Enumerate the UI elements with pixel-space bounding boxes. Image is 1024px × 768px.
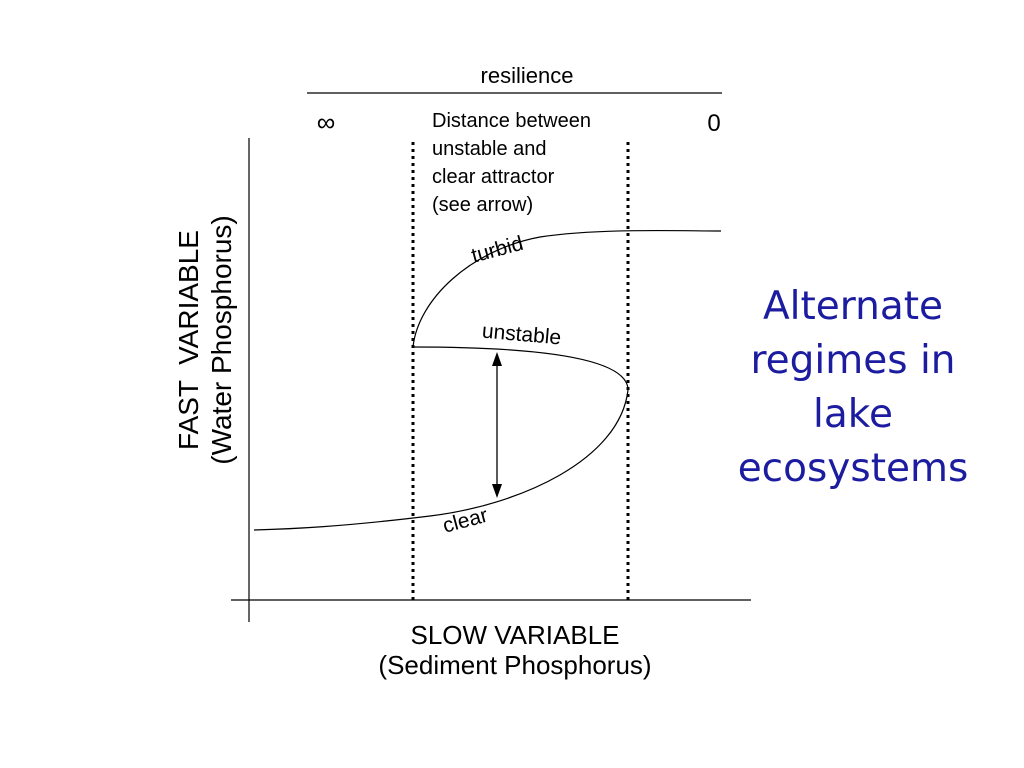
distance-note: Distance between unstable and clear attr…: [432, 110, 591, 216]
x-axis-label: SLOW VARIABLE (Sediment Phosphorus): [230, 620, 800, 680]
y-axis-label-line2: (Water Phosphorus): [206, 215, 237, 465]
x-axis-label-line1: SLOW VARIABLE: [410, 620, 620, 650]
turbid-curve: [412, 229, 722, 348]
resilience-label: resilience: [481, 63, 574, 88]
y-axis-label: FAST VARIABLE (Water Phosphorus): [172, 215, 238, 465]
clear-curve: [253, 389, 629, 531]
x-axis-label-line2: (Sediment Phosphorus): [378, 650, 652, 680]
clear-label: clear: [440, 504, 490, 538]
unstable-curve: [412, 346, 629, 391]
side-title: Alternate regimes in lake ecosystems: [737, 284, 969, 491]
unstable-label: unstable: [481, 320, 562, 350]
y-axis-label-line1: FAST VARIABLE: [173, 230, 204, 450]
distance-arrow-head-bottom: [492, 484, 502, 498]
turbid-label: turbid: [469, 232, 526, 268]
infinity-label: ∞: [317, 107, 336, 137]
distance-arrow-head-top: [492, 352, 502, 366]
zero-label: 0: [707, 110, 720, 137]
